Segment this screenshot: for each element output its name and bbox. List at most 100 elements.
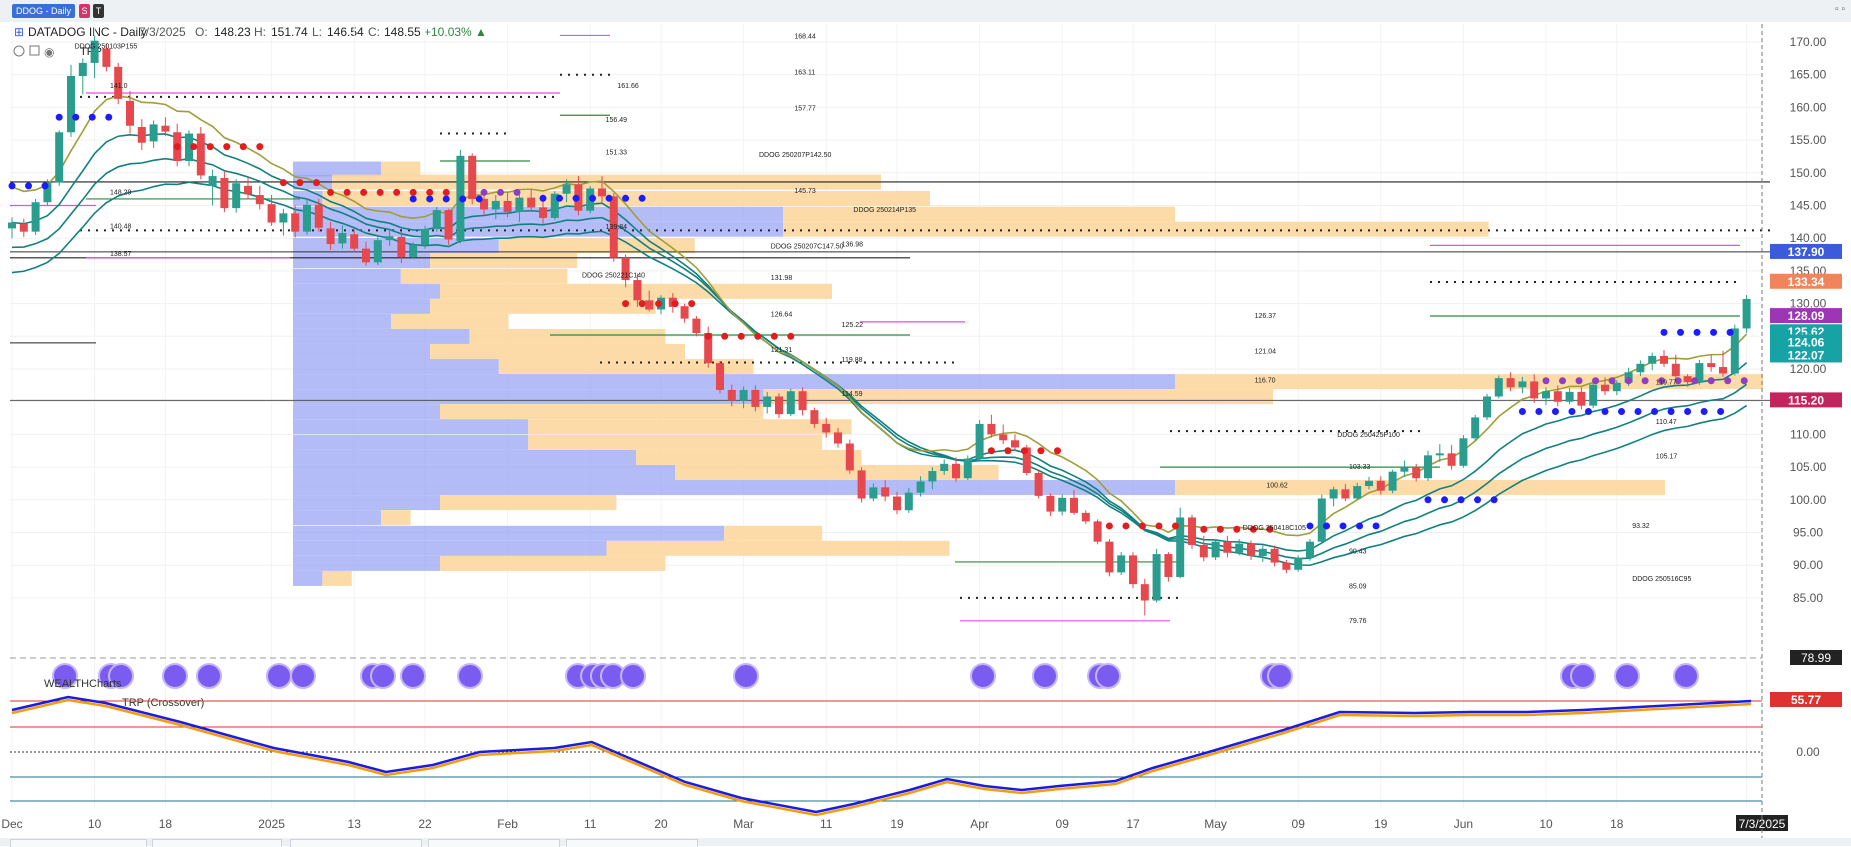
support-dot [1441, 496, 1449, 504]
annotation-label: 121.04 [1255, 348, 1277, 355]
resistance-dot [393, 188, 401, 196]
candle-body [562, 184, 571, 194]
footer-tab[interactable] [10, 839, 147, 847]
candle-body [67, 76, 75, 133]
x-tick-label: 18 [1610, 817, 1624, 831]
x-tick-label: 20 [654, 817, 668, 831]
volume-bar-blue [293, 434, 529, 450]
resistance-dot [343, 188, 351, 196]
support-dot [459, 195, 467, 203]
candle-body [1447, 453, 1456, 466]
annotation-label: 110.47 [1656, 419, 1677, 426]
footer-tab[interactable] [290, 839, 422, 847]
support-dot [1684, 408, 1692, 416]
candle-body [1070, 497, 1078, 513]
volume-bar-orange [724, 525, 823, 541]
collapse-icon[interactable] [29, 45, 40, 56]
volume-bar-orange [430, 343, 685, 359]
x-tick-label: 11 [584, 817, 597, 831]
candle-body [904, 492, 913, 511]
y-tick-label: 100.00 [1790, 493, 1827, 507]
candle-body [539, 207, 547, 218]
support-dot [426, 195, 434, 203]
settings-icon[interactable]: ⊞ [14, 25, 24, 39]
candle-body [810, 410, 819, 424]
event-icon [1095, 663, 1121, 689]
resistance-dot [1691, 377, 1699, 385]
document-tab[interactable]: DDOG - Daily [12, 4, 76, 18]
event-icon [1673, 663, 1699, 689]
window-title-bar: DDOG - Daily S T ▫ ▫ [0, 0, 1851, 23]
support-dot [589, 194, 597, 202]
candle-body [1199, 544, 1208, 558]
eye-icon[interactable]: ◉ [44, 45, 54, 59]
footer-tab[interactable] [428, 839, 560, 847]
candle-body [952, 463, 960, 479]
candle-body [1683, 376, 1692, 383]
candle-body [727, 389, 736, 401]
volume-bar-orange [1175, 480, 1665, 496]
candle-body [279, 213, 288, 223]
support-dot [1700, 408, 1708, 416]
volume-bar-blue [293, 525, 725, 541]
moving-average-ribbon [11, 95, 1748, 567]
resistance-dot [1020, 447, 1028, 455]
annotation-label: 119.77 [1656, 380, 1677, 387]
candle-body [1612, 382, 1621, 392]
annotation-label: 105.17 [1656, 454, 1678, 461]
candle-body [491, 200, 500, 210]
volume-bar-blue [293, 449, 636, 465]
annotation-label: DDOG 250516C95 [1632, 576, 1691, 583]
candle-body [1412, 467, 1421, 479]
candle-body [1093, 521, 1102, 542]
y-tick-label: 150.00 [1790, 166, 1827, 180]
candle-body [1022, 447, 1031, 473]
support-dot [1457, 496, 1465, 504]
candle-body [444, 210, 453, 240]
candle-body [1164, 554, 1173, 577]
footer-tab[interactable] [566, 839, 698, 847]
volume-bar-blue [293, 374, 1175, 390]
resistance-dot [1592, 377, 1600, 385]
hide-indicator-icon[interactable] [13, 45, 25, 57]
x-tick-label: 18 [159, 817, 173, 831]
s-badge[interactable]: S [79, 4, 90, 18]
annotation-label: 141.0 [110, 83, 128, 90]
price-tag [1770, 273, 1842, 289]
osc-value-tag [1770, 692, 1842, 707]
candle-body [834, 432, 842, 444]
price-chart[interactable]: ⊞ DATADOG INC - Daily 7/3/2025 O: 148.23… [0, 22, 1851, 838]
annotation-label: 79.76 [1349, 618, 1367, 625]
x-tick-label: 09 [1292, 817, 1306, 831]
change-value: +10.03% ▲ [424, 25, 487, 39]
support-dot [1474, 496, 1482, 504]
window-controls[interactable]: ▫ ▫ [1835, 4, 1845, 15]
event-icon [290, 663, 316, 689]
resistance-dot [1200, 525, 1208, 533]
annotation-label: 161.66 [617, 83, 639, 90]
candle-body [716, 363, 724, 390]
candle-body [987, 423, 996, 435]
footer-tab[interactable] [152, 839, 282, 847]
candle-body [1400, 467, 1409, 472]
candle-body [43, 182, 52, 203]
candle-body [1506, 378, 1515, 388]
t-badge[interactable]: T [93, 4, 104, 18]
resistance-dot [312, 179, 320, 187]
annotation-label: DDOG 250425P100 [1337, 432, 1400, 439]
high-label: H: [254, 25, 266, 39]
candle-body [385, 236, 394, 241]
volume-bar-blue [293, 404, 440, 420]
x-tick-label: 13 [348, 817, 362, 831]
event-icon [1032, 663, 1058, 689]
candle-body [1140, 584, 1149, 601]
candle-body [480, 198, 488, 210]
ema-line [11, 181, 1748, 567]
close-value: 148.55 [384, 25, 421, 39]
candle-body [1471, 417, 1480, 439]
y-tick-label: 85.00 [1793, 591, 1823, 605]
candle-body [609, 196, 618, 258]
resistance-dot [513, 188, 521, 196]
candle-body [645, 300, 654, 310]
resistance-dot [239, 143, 247, 151]
